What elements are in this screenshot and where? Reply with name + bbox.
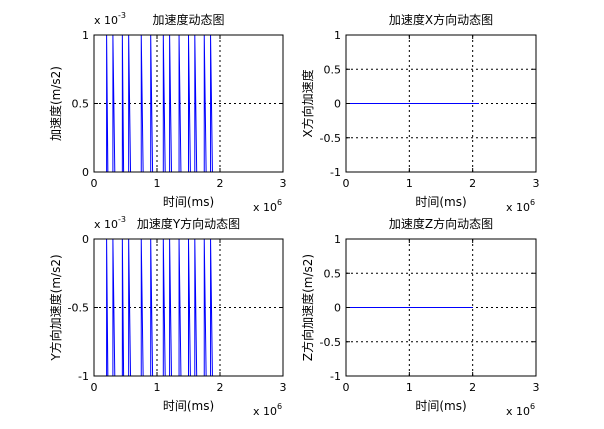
y-tick-label: 0: [82, 166, 89, 179]
x-exponent: x 106: [506, 402, 535, 418]
x-tick-label: 1: [406, 177, 413, 190]
y-exponent: x 10-3: [94, 215, 126, 231]
y-tick-label: 1: [334, 233, 341, 246]
x-tick-label: 0: [91, 177, 98, 190]
y-tick-label: 1: [334, 29, 341, 42]
x-axis-label: 时间(ms): [163, 195, 214, 209]
y-tick-label: -0.5: [320, 132, 341, 145]
y-tick-label: 0: [334, 302, 341, 315]
x-tick-label: 2: [217, 381, 224, 394]
y-tick-label: 0.5: [324, 267, 342, 280]
chart-title: 加速度Y方向动态图: [137, 216, 240, 231]
y-exponent: x 10-3: [94, 11, 126, 27]
x-tick-label: 1: [154, 381, 161, 394]
chart-title: 加速度动态图: [152, 12, 224, 27]
y-axis-label: X方向加速度: [300, 69, 315, 137]
y-tick-label: -1: [330, 370, 341, 383]
x-tick-label: 3: [533, 177, 540, 190]
x-axis-label: 时间(ms): [415, 195, 466, 209]
y-tick-label: -1: [330, 166, 341, 179]
x-axis-label: 时间(ms): [163, 399, 214, 413]
x-tick-label: 2: [217, 177, 224, 190]
x-tick-label: 1: [406, 381, 413, 394]
y-axis-label: 加速度(m/s2): [48, 66, 63, 141]
y-tick-label: 1: [82, 29, 89, 42]
x-tick-label: 0: [343, 381, 350, 394]
chart-title: 加速度Z方向动态图: [389, 216, 493, 231]
x-exponent: x 106: [253, 402, 282, 418]
x-tick-label: 1: [154, 177, 161, 190]
y-tick-label: -0.5: [68, 302, 89, 315]
y-axis-label: Y方向加速度(m/s2): [48, 254, 63, 361]
x-tick-label: 3: [280, 177, 287, 190]
y-tick-label: 0: [82, 233, 89, 246]
x-tick-label: 3: [280, 381, 287, 394]
y-tick-label: 0.5: [72, 98, 90, 111]
y-tick-label: -1: [78, 370, 89, 383]
y-tick-label: 0.5: [324, 63, 342, 76]
chart-title: 加速度X方向动态图: [389, 12, 493, 27]
x-exponent: x 106: [506, 198, 535, 214]
y-axis-label: Z方向加速度(m/s2): [300, 254, 315, 361]
x-tick-label: 0: [91, 381, 98, 394]
x-tick-label: 2: [469, 177, 476, 190]
x-tick-label: 3: [533, 381, 540, 394]
x-axis-label: 时间(ms): [415, 399, 466, 413]
x-tick-label: 0: [343, 177, 350, 190]
y-tick-label: -0.5: [320, 336, 341, 349]
y-tick-label: 0: [334, 98, 341, 111]
x-exponent: x 106: [253, 198, 282, 214]
x-tick-label: 2: [469, 381, 476, 394]
